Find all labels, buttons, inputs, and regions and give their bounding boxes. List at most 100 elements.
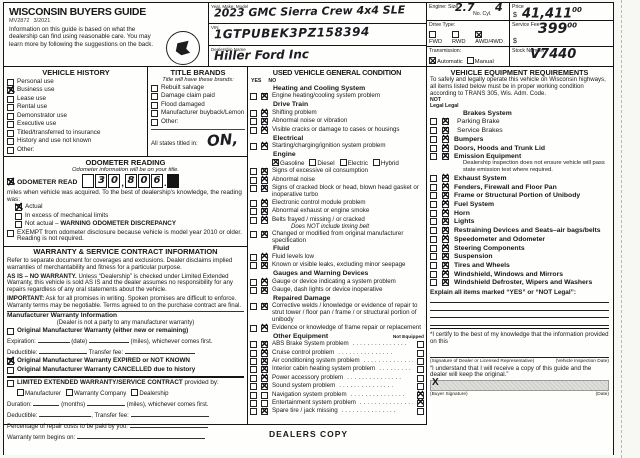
vin-field[interactable]: VIN 1GTPUBEK3PZ158394	[209, 24, 426, 46]
condition-row[interactable]: Abnormal exhaust or engine smoke	[250, 207, 424, 217]
condition-row[interactable]: Gauge, dash lights or device inoperative	[250, 286, 424, 296]
manual-option[interactable]: Manual	[466, 57, 494, 65]
equipment-req-row[interactable]: Windshield Defroster, Wipers and Washers	[430, 278, 609, 288]
brand-row[interactable]: Damage claim paid	[151, 92, 245, 100]
condition-row[interactable]: Signs of excessive oil consumption	[250, 167, 424, 177]
equipment-row[interactable]: Power accessory problem...............	[250, 373, 424, 384]
condition-row[interactable]: Abnormal noise or vibration	[250, 117, 424, 127]
states-titled-field[interactable]: All states titled in: ON,	[151, 128, 245, 150]
equipment-req-row[interactable]: Suspension	[430, 252, 609, 262]
provider-warranty-company[interactable]: Warranty Company	[66, 389, 126, 397]
odometer-read-checkbox[interactable]	[7, 177, 14, 185]
equipment-req-row[interactable]: Fenders, Firewall and Floor Pan	[430, 182, 609, 192]
orig-warranty-row[interactable]: Original Manufacturer Warranty (either n…	[7, 327, 244, 336]
expired-warranty-row[interactable]: Original Manufacturer Warranty EXPIRED o…	[7, 357, 244, 366]
condition-row[interactable]: Electronic control module problem	[250, 198, 424, 209]
fwd-option[interactable]: FWD	[429, 31, 448, 45]
condition-row[interactable]: Known or visible leaks, excluding minor …	[250, 261, 424, 271]
history-row[interactable]: Lease use	[7, 95, 145, 103]
equipment-req-row[interactable]: Lights	[430, 217, 609, 227]
equipment-req-row[interactable]: Horn	[430, 208, 609, 218]
condition-row[interactable]: Fluid levels low	[250, 252, 424, 263]
deductible-line[interactable]: Deductible: Transfer fee:	[7, 348, 244, 357]
buyer-signature-strip[interactable]: X	[430, 377, 609, 392]
duration-line[interactable]: Duration: (months) (miles), whichever co…	[7, 401, 209, 409]
odometer-exempt-row[interactable]: EXEMPT from odometer disclosure because …	[7, 229, 244, 244]
expiration-line[interactable]: Expiration: (date) (miles), whichever co…	[7, 338, 213, 346]
history-row[interactable]: Personal use	[7, 78, 145, 86]
history-row[interactable]: Business use	[7, 86, 145, 94]
explain-line[interactable]	[430, 318, 609, 326]
equipment-req-row[interactable]: Service Brakes	[430, 126, 609, 136]
percentage-line[interactable]: Percentage of repair costs to be paid by…	[7, 422, 244, 431]
equipment-row[interactable]: Navigation system problem...............	[250, 390, 424, 400]
engine-cell[interactable]: Engine: Size 2.7 No. Cyl. 4	[427, 1, 509, 20]
brand-row[interactable]: Other:	[151, 118, 245, 126]
condition-row[interactable]: Signs of cracked block or head, blown he…	[250, 184, 424, 198]
equipment-req-row[interactable]: Restraining Devices and Seats–air bags/b…	[430, 226, 609, 236]
service-fee-cell[interactable]: Service Fee $ 39900	[509, 21, 613, 46]
equipment-row[interactable]: Air conditioning system problem.........…	[250, 357, 424, 367]
equipment-row[interactable]: Spare tire / jack missing...............	[250, 407, 424, 417]
equipment-row[interactable]: ABS Brake System problem...............	[250, 340, 424, 350]
provider-manufacturer[interactable]: Manufacturer	[17, 389, 61, 397]
equipment-req-row[interactable]: Steering Components	[430, 243, 609, 253]
fuel-electric[interactable]: Electric	[339, 158, 368, 167]
limited-warranty-row[interactable]: LIMITED EXTENDED WARRANTY/SERVICE CONTRA…	[7, 379, 244, 388]
cancelled-warranty-row[interactable]: Original Manufacturer Warranty CANCELLED…	[7, 366, 244, 374]
fuel-gasoline[interactable]: Gasoline	[272, 157, 304, 168]
explain-line[interactable]	[430, 303, 609, 311]
condition-row[interactable]: Abnormal noise	[250, 175, 424, 185]
history-row[interactable]: Demonstrator use	[7, 112, 145, 120]
history-row[interactable]: History and use not known	[7, 137, 145, 145]
equipment-req-row[interactable]: Fuel System	[430, 199, 609, 209]
equipment-req-row[interactable]: Parking Brake	[430, 117, 609, 127]
odometer-excess-row[interactable]: In excess of mechanical limits	[15, 212, 244, 220]
awd-option[interactable]: AWD/4WD	[475, 30, 507, 45]
odometer-notactual-row[interactable]: Not actual – WARNING ODOMETER DISCREPANC…	[15, 220, 244, 228]
automatic-option[interactable]: Automatic	[429, 56, 463, 67]
equipment-req-row[interactable]: Bumpers	[430, 134, 609, 144]
rwd-option[interactable]: RWD	[451, 31, 471, 45]
deductible-line-2[interactable]: Deductible: , Transfer fee:	[7, 411, 244, 420]
condition-row[interactable]: Starting/charging/ignition system proble…	[250, 141, 424, 152]
equipment-req-row[interactable]: Windshield, Windows and Mirrors	[430, 269, 609, 279]
explain-line[interactable]	[430, 296, 609, 304]
history-row[interactable]: Executive use	[7, 120, 145, 128]
equipment-req-row[interactable]: Emission Equipment	[430, 152, 609, 162]
brand-row[interactable]: Flood damaged	[151, 101, 245, 109]
condition-row[interactable]: Gauge or device indicating a system prob…	[250, 277, 424, 287]
history-row[interactable]: Titled/transferred to insurance	[7, 129, 145, 137]
equipment-row[interactable]: Entertainment system problem............…	[250, 398, 424, 409]
equipment-req-row[interactable]: Exhaust System	[430, 173, 609, 183]
history-row[interactable]: Rental use	[7, 103, 145, 111]
condition-row[interactable]: Engine heating/cooling system problem	[250, 92, 424, 102]
equipment-row[interactable]: Interior cabin heating system problem...…	[250, 365, 424, 375]
warranty-begins-line[interactable]: Warranty term begins on:	[7, 433, 244, 442]
explain-line[interactable]	[430, 311, 609, 319]
condition-row[interactable]: Shifting problem	[250, 108, 424, 119]
equipment-req-row[interactable]: Tires and Wheels	[430, 261, 609, 270]
condition-row[interactable]: Changed or modified from original manufa…	[250, 230, 424, 244]
equipment-row[interactable]: Sound system problem...............	[250, 382, 424, 392]
dealer-signature-line[interactable]	[430, 345, 609, 358]
stock-number-cell[interactable]: Stock Number V7440	[509, 47, 613, 66]
equipment-req-row[interactable]: Speedometer and Odometer	[430, 234, 609, 244]
brand-row[interactable]: Rebuilt salvage	[151, 84, 245, 92]
condition-row[interactable]: Corrective welds / knowledge or evidence…	[250, 302, 424, 323]
provider-dealership[interactable]: Dealership	[131, 389, 169, 397]
condition-row[interactable]: Visible cracks or damage to cases or hou…	[250, 125, 424, 135]
fuel-diesel[interactable]: Diesel	[309, 158, 335, 167]
fuel-hybrid[interactable]: Hybrid	[372, 158, 399, 167]
condition-row[interactable]: Evidence or knowledge of frame repair or…	[250, 323, 424, 334]
history-row[interactable]: Other:	[7, 146, 145, 154]
condition-row[interactable]: Belts frayed / missing / or cracked	[250, 215, 424, 225]
equipment-row[interactable]: Cruise control problem...............	[250, 348, 424, 358]
brand-row[interactable]: Manufacturer buyback/Lemon	[151, 109, 245, 117]
dealership-field[interactable]: Dealership Name Hiller Ford Inc	[209, 46, 426, 66]
price-cell[interactable]: Price $ 41,41100	[509, 3, 613, 21]
equipment-req-row[interactable]: Doors, Hoods and Trunk Lid	[430, 143, 609, 153]
odometer-digits[interactable]: 3 0 , 8 0 6 .	[82, 173, 180, 188]
odometer-actual-row[interactable]: Actual	[15, 203, 244, 211]
equipment-req-row[interactable]: Frame or Structural Portion of Unibody	[430, 191, 609, 201]
